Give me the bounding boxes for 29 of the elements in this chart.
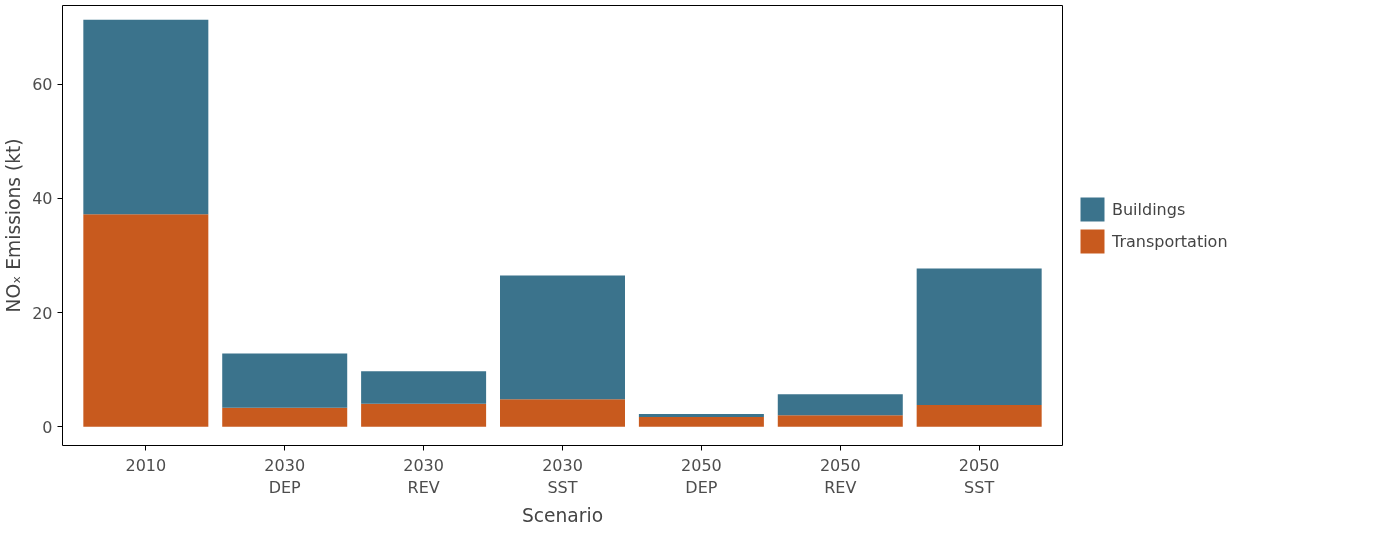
x-tick-label: 2010: [125, 455, 167, 475]
bar: [83, 214, 209, 427]
bar: [361, 371, 487, 404]
y-axis-title: NOₓ Emissions (kt): [3, 138, 25, 313]
legend-label: Transportation: [1112, 231, 1228, 251]
y-tick-label: 40: [32, 189, 53, 209]
y-tick-label: 20: [32, 303, 53, 323]
x-tick-label: 2050 REV: [819, 455, 861, 498]
legend-label: Buildings: [1112, 199, 1186, 219]
x-tick-label: 2050 SST: [958, 455, 1000, 498]
y-tick-label: 0: [42, 417, 53, 437]
bar: [638, 414, 764, 417]
bar: [916, 268, 1042, 405]
x-tick-label: 2030 REV: [403, 455, 444, 498]
bar: [500, 399, 625, 427]
x-tick-label: 2030 SST: [542, 455, 583, 498]
x-axis-title: Scenario: [521, 505, 604, 527]
x-tick-label: 2050 DEP: [681, 455, 722, 498]
bar: [777, 394, 903, 416]
bar: [916, 404, 1042, 427]
bar: [83, 19, 209, 215]
bar: [638, 416, 764, 427]
x-tick-label: 2030 DEP: [264, 455, 306, 498]
bar: [222, 353, 348, 408]
bar: [500, 275, 625, 400]
y-tick-label: 60: [32, 75, 53, 95]
bar: [777, 415, 903, 427]
bar: [361, 403, 487, 427]
bar: [222, 407, 348, 427]
